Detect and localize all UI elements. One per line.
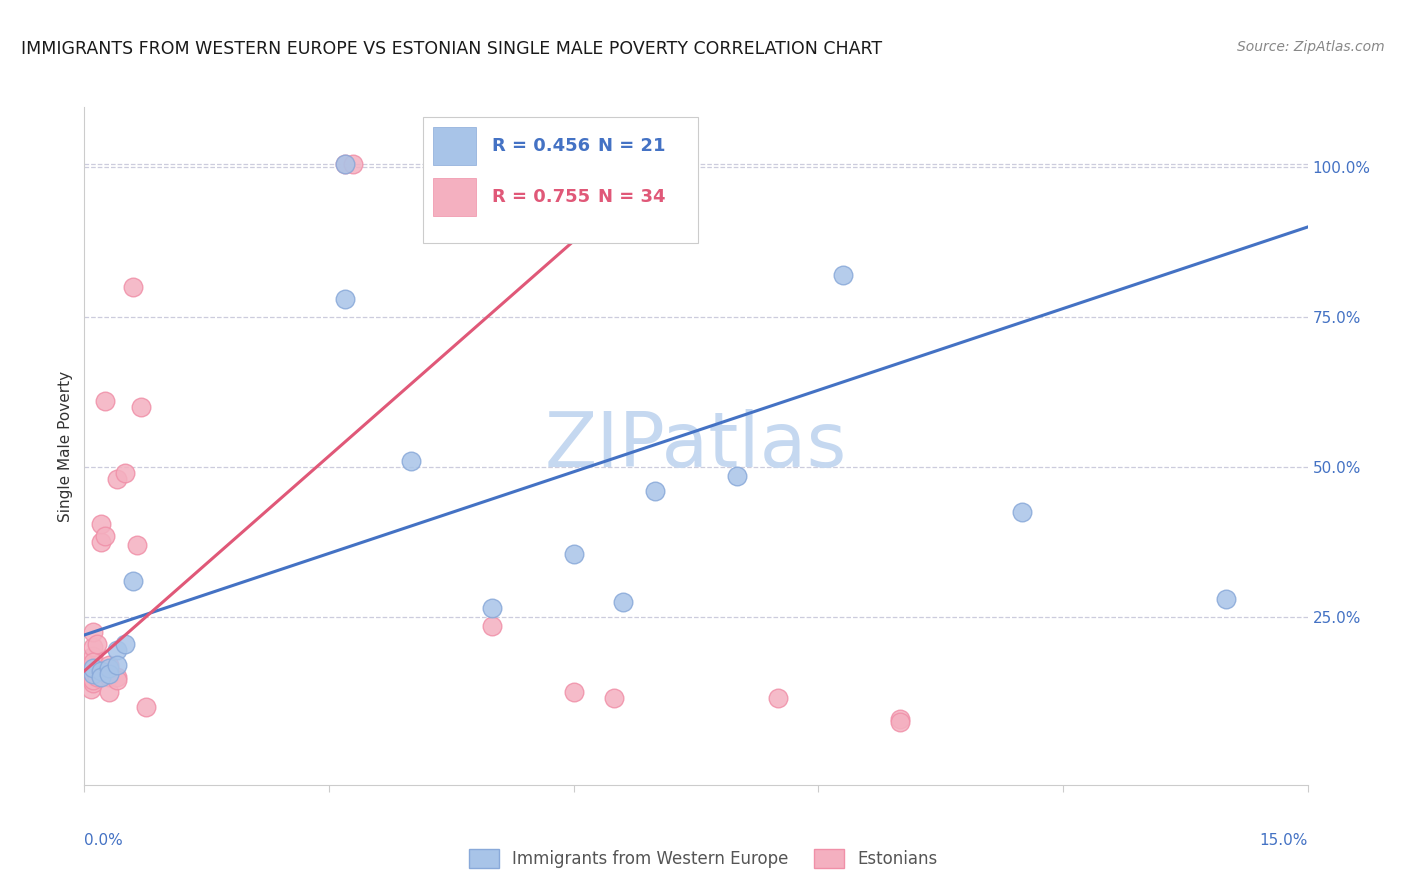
Point (127, 538, 149, 552)
Point (1011, 505, 1033, 519)
Point (342, 157, 364, 171)
Point (90, 664, 112, 678)
Point (86, 637, 108, 651)
Point (562, 685, 585, 699)
Point (93, 394, 115, 409)
Point (603, 690, 626, 705)
Point (335, 292, 357, 306)
Point (889, 714, 911, 729)
Text: R = 0.755: R = 0.755 (492, 187, 591, 205)
Point (97, 657, 120, 672)
Point (82, 648, 104, 663)
Text: N = 34: N = 34 (598, 187, 665, 205)
Point (399, 454, 422, 468)
Point (82, 640, 104, 654)
Point (122, 574, 145, 588)
Point (766, 690, 789, 705)
Point (122, 280, 145, 294)
Point (131, 400, 153, 414)
Point (105, 673, 128, 687)
Point (97, 670, 120, 684)
Point (135, 700, 157, 714)
Text: 15.0%: 15.0% (1260, 833, 1308, 848)
Point (481, 619, 503, 633)
Point (97, 685, 120, 699)
Point (82, 661, 104, 675)
Point (97, 667, 120, 681)
Text: N = 21: N = 21 (598, 136, 665, 154)
Point (82, 676, 104, 690)
Legend: Immigrants from Western Europe, Estonians: Immigrants from Western Europe, Estonian… (463, 842, 943, 875)
Text: 0.0%: 0.0% (84, 833, 124, 848)
Point (82, 624, 104, 639)
Point (831, 268, 853, 282)
Point (82, 667, 104, 681)
Y-axis label: Single Male Poverty: Single Male Poverty (58, 370, 73, 522)
Text: Source: ZipAtlas.com: Source: ZipAtlas.com (1237, 40, 1385, 54)
Point (481, 601, 503, 615)
Point (562, 547, 585, 561)
Point (335, 157, 357, 171)
Point (105, 472, 128, 486)
Point (889, 712, 911, 726)
Point (725, 469, 748, 483)
Point (644, 483, 666, 498)
Point (82, 655, 104, 669)
Point (90, 670, 112, 684)
Point (97, 661, 120, 675)
FancyBboxPatch shape (423, 117, 699, 243)
Point (335, 157, 357, 171)
Text: ZIPatlas: ZIPatlas (544, 409, 848, 483)
Point (105, 657, 128, 672)
Point (1215, 592, 1237, 607)
Point (114, 466, 136, 480)
Text: IMMIGRANTS FROM WESTERN EUROPE VS ESTONIAN SINGLE MALE POVERTY CORRELATION CHART: IMMIGRANTS FROM WESTERN EUROPE VS ESTONI… (21, 40, 882, 58)
Point (86, 670, 108, 684)
Point (82, 673, 104, 687)
Point (105, 670, 128, 684)
Point (77, 667, 100, 681)
Point (612, 595, 634, 609)
Point (90, 516, 112, 531)
Point (90, 535, 112, 549)
Point (93, 529, 115, 543)
FancyBboxPatch shape (433, 178, 475, 216)
Point (114, 637, 136, 651)
Point (82, 657, 104, 672)
Point (80, 681, 103, 696)
Point (105, 643, 128, 657)
Text: R = 0.456: R = 0.456 (492, 136, 591, 154)
FancyBboxPatch shape (433, 128, 475, 165)
